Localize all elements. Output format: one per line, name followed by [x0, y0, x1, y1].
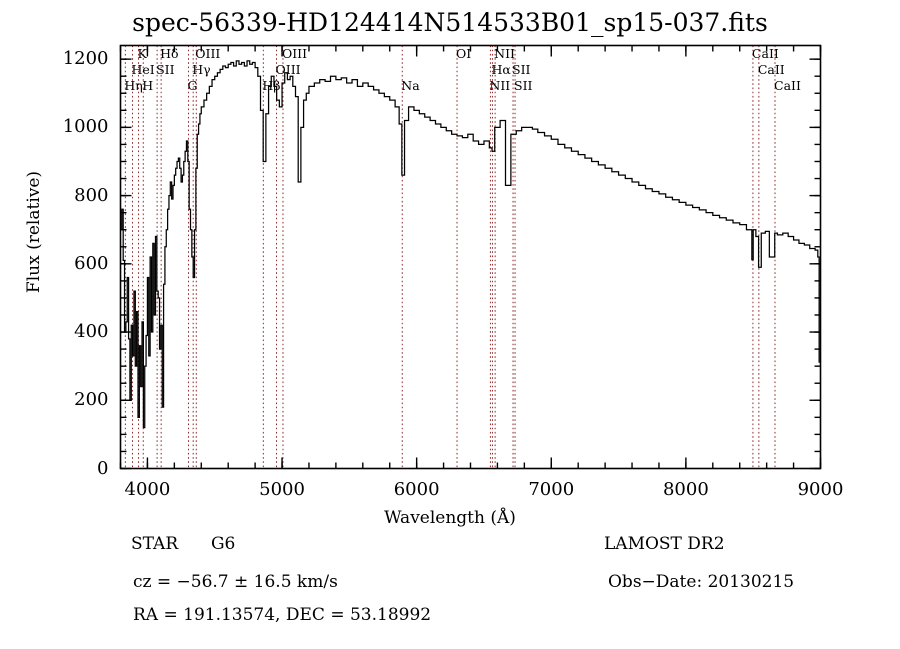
- y-tick-label-400: 400: [74, 321, 109, 343]
- y-tick-label-600: 600: [74, 252, 109, 274]
- footer-survey: LAMOST DR2: [604, 534, 725, 554]
- plot-border: [119, 44, 822, 470]
- footer-obs-date: Obs−Date: 20130215: [608, 572, 795, 592]
- line-label-OIII-5007: OIII: [281, 46, 308, 61]
- line-label-OIII-4363: OIII: [195, 46, 221, 61]
- line-label-H-4340: Hγ: [192, 62, 211, 77]
- line-label-CaII-8498: CaII: [751, 46, 779, 61]
- footer-object-type-value: STAR: [131, 534, 179, 554]
- footer-cz: cz = −56.7 ± 16.5 km/s: [133, 572, 338, 592]
- line-label-H-3836: Hη: [124, 78, 143, 93]
- x-axis-label: Wavelength (Å): [384, 508, 516, 528]
- line-label-SII-6716: SII: [512, 62, 531, 77]
- x-tick-label-5000: 5000: [259, 478, 305, 500]
- line-label-H-4102: Hδ: [160, 46, 179, 61]
- page-title: spec-56339-HD124414N514533B01_sp15-037.f…: [132, 8, 768, 37]
- line-label-CaII-8662: CaII: [774, 78, 801, 93]
- line-label-H-6563: Hα: [491, 62, 511, 77]
- line-label-OI-6300: OI: [456, 46, 472, 61]
- line-label-SII-4072: SII: [156, 62, 175, 77]
- line-label-NII-6583: NII: [494, 46, 515, 61]
- x-tick-label-4000: 4000: [124, 478, 171, 500]
- line-label-OIII-4959: OIII: [275, 62, 301, 77]
- line-label-Na-5893: Na: [401, 78, 420, 93]
- line-label-CaII-8542: CaII: [757, 62, 785, 77]
- x-tick-label-9000: 9000: [797, 478, 844, 500]
- line-label-HeI-3889: HeI: [131, 62, 155, 77]
- x-tick-label-7000: 7000: [528, 478, 575, 500]
- y-tick-label-1000: 1000: [62, 116, 109, 138]
- footer-object-type: STAR G6: [131, 534, 235, 554]
- footer-coords: RA = 191.13574, DEC = 53.18992: [133, 605, 432, 625]
- axis-frame: [119, 44, 822, 470]
- y-tick-label-200: 200: [74, 389, 109, 411]
- footer-spectral-class: G6: [210, 534, 236, 554]
- line-marker-group: [124, 45, 776, 469]
- line-label-H-3969: H: [142, 78, 154, 93]
- line-label-SII-6731: SII: [514, 78, 533, 93]
- y-tick-label-0: 0: [97, 457, 109, 479]
- spectrum-trace: [120, 60, 820, 429]
- y-tick-label-1200: 1200: [62, 48, 109, 70]
- line-label-NII-6548: NII: [489, 78, 511, 93]
- x-tick-label-8000: 8000: [662, 478, 709, 500]
- line-label-G-4305: G: [187, 78, 198, 93]
- line-label-K-3934: K: [137, 46, 147, 61]
- line-label-H-4861: Hβ: [262, 78, 281, 93]
- y-axis-label: Flux (relative): [24, 170, 44, 294]
- x-tick-label-6000: 6000: [393, 478, 440, 500]
- y-tick-label-800: 800: [74, 184, 109, 206]
